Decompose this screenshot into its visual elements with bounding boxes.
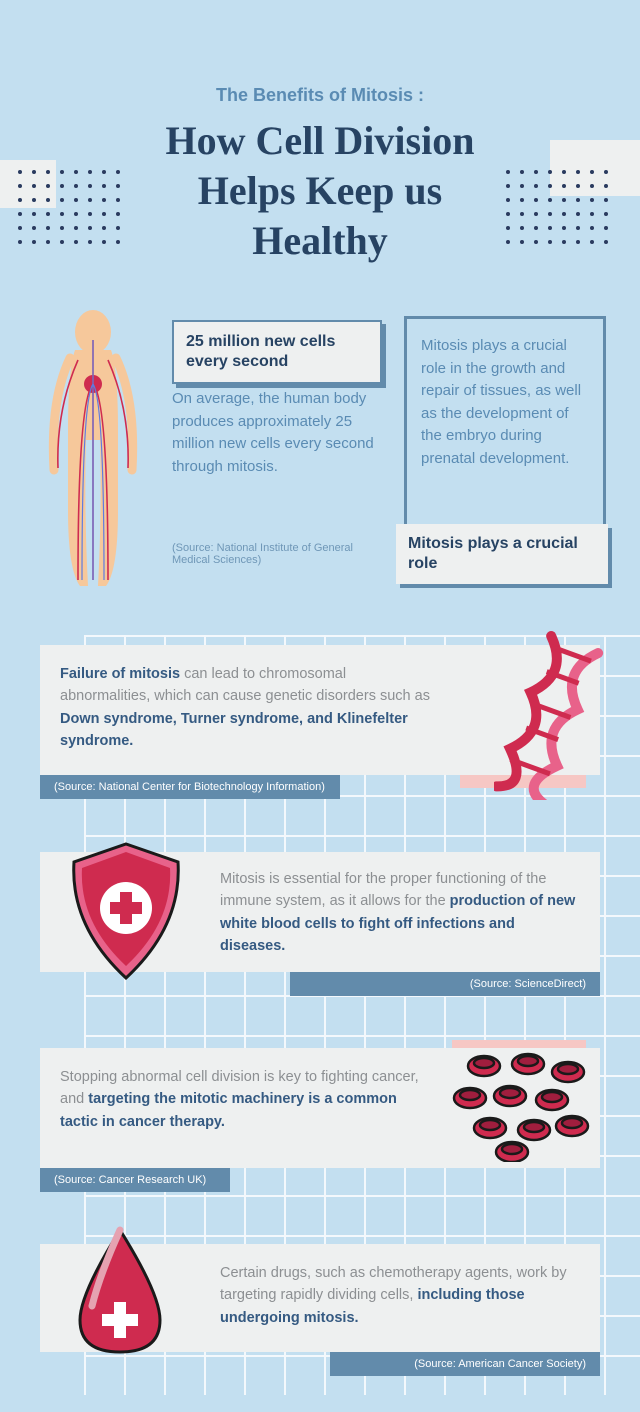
fact-headline: 25 million new cells every second bbox=[172, 320, 382, 384]
card-chemo-text: Certain drugs, such as chemotherapy agen… bbox=[220, 1262, 580, 1329]
card-failure-text: Failure of mitosis can lead to chromosom… bbox=[60, 663, 430, 753]
card-cancer-source: (Source: Cancer Research UK) bbox=[40, 1168, 230, 1192]
dna-icon bbox=[494, 630, 604, 800]
subtitle: The Benefits of Mitosis : bbox=[0, 85, 640, 106]
card-chemo-source: (Source: American Cancer Society) bbox=[330, 1352, 600, 1376]
blood-cells-icon bbox=[440, 1042, 600, 1162]
card-cancer-text: Stopping abnormal cell division is key t… bbox=[60, 1066, 430, 1133]
card-immune-source: (Source: ScienceDirect) bbox=[290, 972, 600, 996]
card-failure-source: (Source: National Center for Biotechnolo… bbox=[40, 775, 340, 799]
human-body-icon bbox=[38, 310, 148, 590]
dot-grid-left bbox=[18, 170, 124, 248]
fact-source: (Source: National Institute of General M… bbox=[172, 542, 372, 566]
dot-grid-right bbox=[506, 170, 612, 248]
role-box: Mitosis plays a crucial role in the grow… bbox=[404, 316, 606, 530]
section-intro: 25 million new cells every second On ave… bbox=[0, 310, 640, 640]
fact-body: On average, the human body produces appr… bbox=[172, 388, 382, 478]
card-immune-text: Mitosis is essential for the proper func… bbox=[220, 868, 580, 958]
role-footer: Mitosis plays a crucial role bbox=[396, 524, 608, 584]
blood-drop-icon bbox=[70, 1224, 170, 1358]
shield-icon bbox=[56, 836, 196, 986]
